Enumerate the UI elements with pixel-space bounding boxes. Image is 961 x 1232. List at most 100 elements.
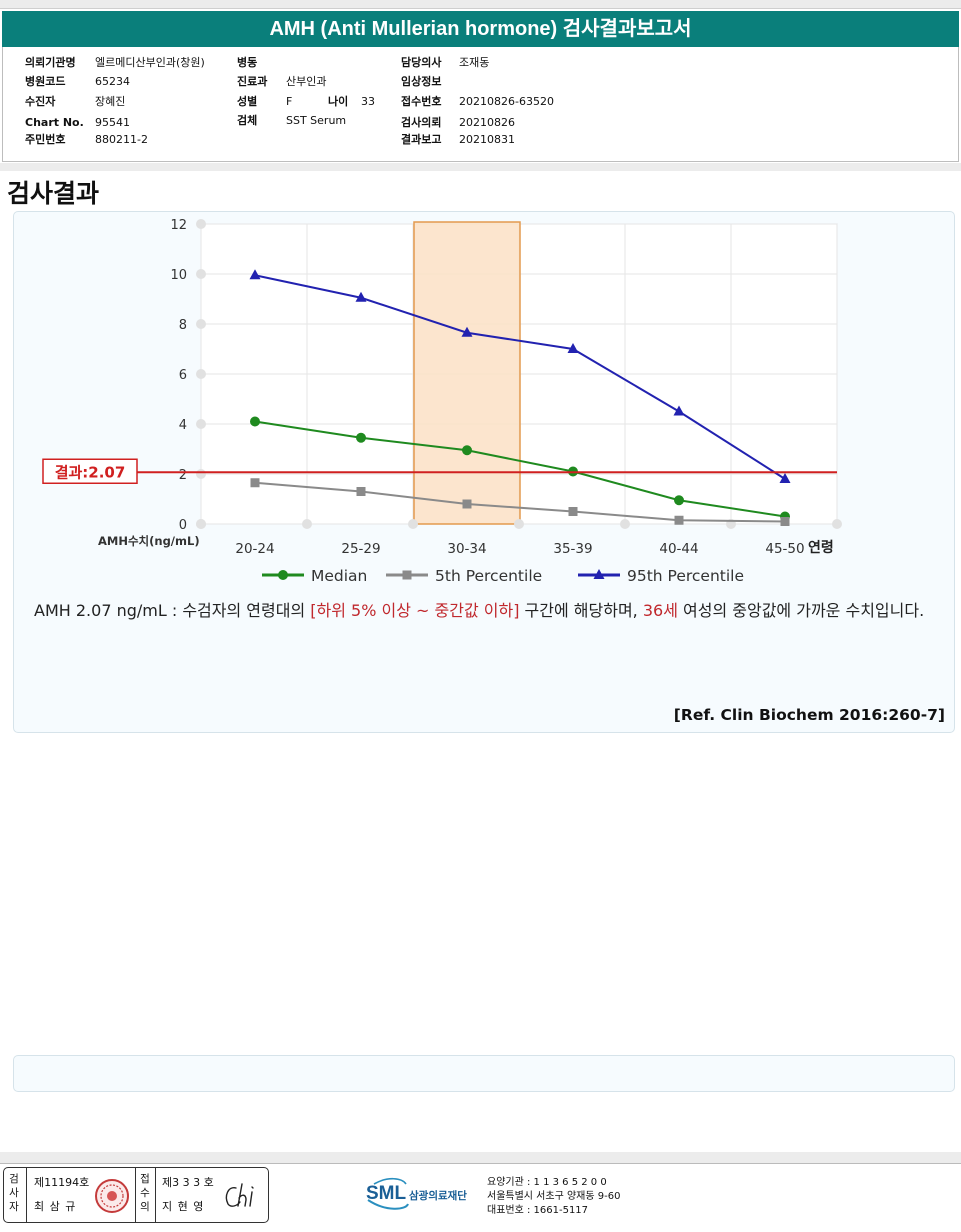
series-lines	[249, 269, 791, 526]
result-description: AMH 2.07 ng/mL : 수검자의 연령대의 [하위 5% 이상 ~ 중…	[34, 598, 946, 623]
legend: Median 5th Percentile 95th Percentile	[262, 567, 744, 585]
receiver-name: 지 현 영	[162, 1200, 205, 1213]
x-tick-label: 25-29	[341, 541, 380, 557]
info-value-department: 산부인과	[286, 75, 327, 88]
legend-label: 5th Percentile	[435, 567, 542, 585]
x-tick-dot	[514, 519, 524, 529]
divider	[26, 1168, 27, 1222]
info-label-ward: 병동	[237, 56, 258, 69]
series-line	[254, 420, 786, 518]
y-tick-label: 8	[179, 318, 187, 333]
data-point	[674, 515, 684, 525]
org-logo-text: SML	[366, 1183, 407, 1204]
amh-chart: 0 2 4 6 8 10 12 20-24 25-29 30-34 35-39 40-44 45-50…	[42, 218, 842, 585]
data-point	[356, 487, 366, 496]
info-value-patient: 장혜진	[95, 95, 126, 108]
x-tick-label: 20-24	[235, 541, 274, 557]
info-label-request-date: 검사의뢰	[401, 116, 442, 129]
data-point	[462, 445, 472, 456]
info-label-resident-no: 주민번호	[25, 133, 66, 146]
y-tick-dot	[196, 319, 206, 329]
report-title: AMH (Anti Mullerian hormone) 검사결과보고서	[2, 11, 959, 47]
description-part3: 여성의 중앙값에 가까운 수치입니다.	[677, 601, 925, 620]
reference-citation: [Ref. Clin Biochem 2016:260-7]	[673, 706, 945, 724]
info-value-specimen: SST Serum	[286, 114, 347, 127]
info-value-doctor: 조재동	[459, 56, 490, 69]
data-point	[673, 405, 685, 416]
data-point	[249, 269, 261, 280]
data-point	[567, 343, 579, 353]
description-age-highlight: 36세	[642, 601, 678, 620]
org-name: 삼광의료재단	[409, 1189, 467, 1202]
info-value-hospital-code: 65234	[95, 75, 130, 88]
data-point	[568, 507, 578, 516]
info-label-specimen: 검체	[237, 114, 258, 127]
info-label-institution: 의뢰기관명	[25, 56, 76, 69]
y-tick-label: 0	[179, 518, 187, 533]
org-code: 요양기관 : 1 1 3 6 5 2 0 0	[487, 1177, 607, 1188]
examiner-name: 최 삼 규	[34, 1200, 77, 1213]
x-tick-label: 30-34	[447, 541, 486, 557]
org-phone: 대표번호 : 1661-5117	[487, 1205, 589, 1216]
legend-marker	[278, 570, 288, 580]
info-label-report-date: 결과보고	[401, 133, 442, 146]
info-value-sex: F	[286, 95, 293, 108]
info-label-doctor: 담당의사	[401, 56, 442, 69]
info-label-hospital-code: 병원코드	[25, 75, 66, 88]
description-part1: AMH 2.07 ng/mL : 수검자의 연령대의	[34, 601, 311, 620]
y-tick-dot	[196, 419, 206, 429]
x-tick-dot	[196, 519, 206, 529]
info-value-receipt-no: 20210826-63520	[459, 95, 554, 108]
highlight-band-30-34	[413, 221, 521, 525]
x-tick-label: 45-50	[765, 541, 804, 557]
info-value-report-date: 20210831	[459, 133, 515, 146]
footer-separator	[0, 1152, 961, 1164]
description-range-highlight: [하위 5% 이상 ~ 중간값 이하]	[310, 601, 520, 620]
examiner-license-no: 제11194호	[34, 1176, 90, 1189]
info-label-chart-no: Chart No.	[25, 116, 84, 129]
seal-stamp-icon	[95, 1179, 129, 1213]
series-line	[254, 481, 786, 523]
info-value-age: 33	[361, 95, 375, 108]
y-tick-label: 6	[179, 368, 187, 383]
data-point	[355, 291, 367, 302]
series-line	[254, 274, 786, 480]
org-logo: SML 삼광의료재단	[366, 1174, 486, 1219]
data-point	[250, 478, 260, 488]
x-axis-suffix: 연령	[808, 540, 834, 556]
receiver-license-no: 제3 3 3 호	[162, 1176, 214, 1189]
section-title: 검사결과	[7, 179, 100, 208]
info-label-receipt-no: 접수번호	[401, 95, 442, 108]
x-tick-label: 35-39	[553, 541, 592, 557]
handwritten-signature	[225, 1183, 254, 1207]
description-part2: 구간에 해당하며,	[519, 601, 643, 620]
y-tick-dot	[196, 369, 206, 379]
org-contact: 요양기관 : 1 1 3 6 5 2 0 0 서울특별시 서초구 양재동 9-6…	[487, 1176, 620, 1218]
x-tick-label: 40-44	[659, 541, 698, 557]
data-point	[674, 495, 684, 506]
legend-label: Median	[311, 567, 367, 585]
y-tick-label: 2	[179, 468, 187, 483]
legend-marker	[593, 569, 605, 579]
reference-line-group: 결과:2.07	[42, 458, 837, 484]
x-ticks: 20-24 25-29 30-34 35-39 40-44 45-50	[196, 519, 842, 557]
divider	[135, 1168, 136, 1222]
info-label-patient: 수진자	[25, 95, 56, 108]
info-label-age: 나이	[328, 95, 349, 108]
info-value-resident-no: 880211-2	[95, 133, 148, 146]
y-tick-label: 10	[170, 268, 187, 283]
y-axis-label: AMH수치(ng/mL)	[98, 534, 200, 548]
reference-label: 결과:2.07	[55, 463, 126, 481]
data-point	[356, 432, 366, 443]
data-point	[779, 473, 791, 483]
info-value-request-date: 20210826	[459, 116, 515, 129]
reference-label-box	[42, 458, 138, 484]
x-tick-dot	[302, 519, 312, 529]
x-tick-dot	[832, 519, 842, 529]
x-tick-dot	[408, 519, 418, 529]
